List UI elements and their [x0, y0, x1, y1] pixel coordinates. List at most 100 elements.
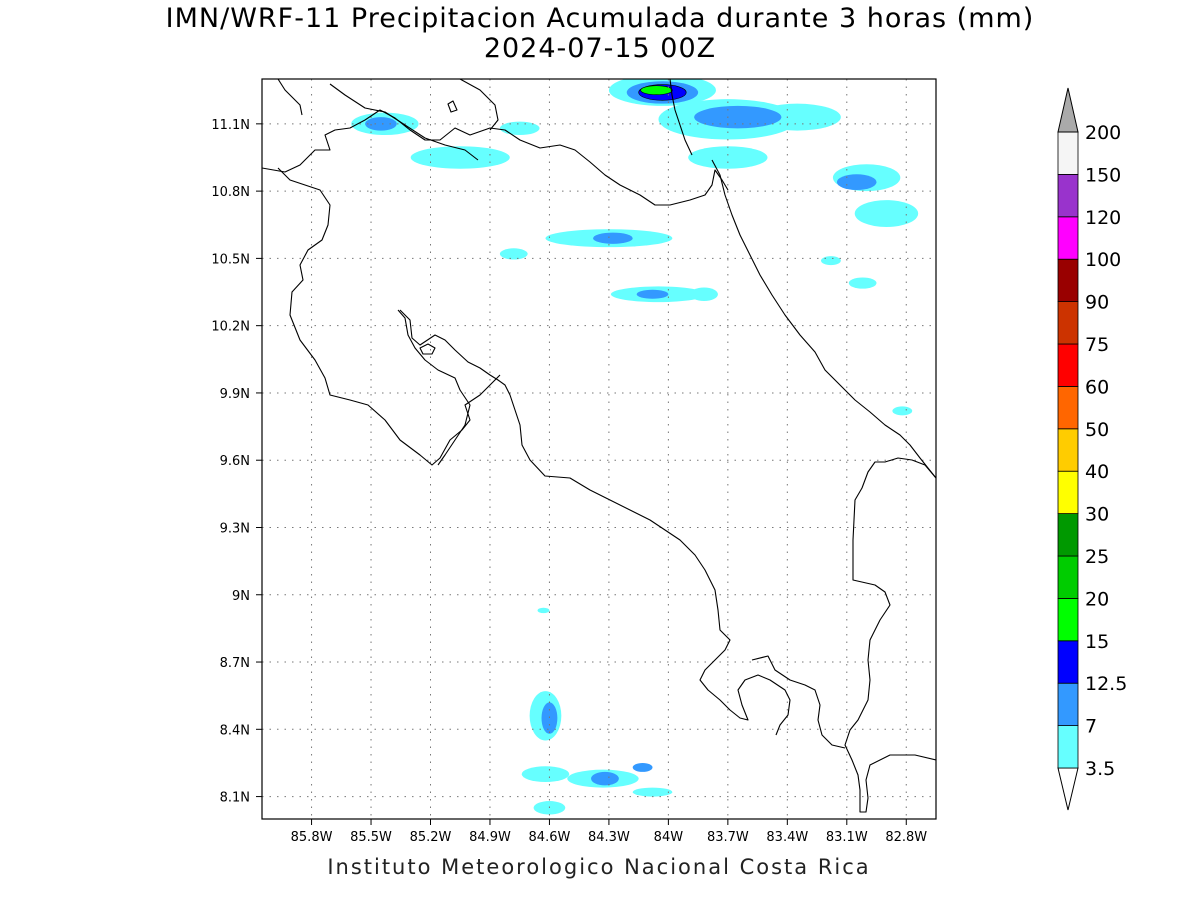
colorbar-swatch: [1057, 173, 1079, 218]
precip-cell-level-1: [690, 287, 718, 302]
coastline: [262, 79, 936, 813]
precip-cell-level-1: [688, 146, 768, 169]
colorbar-swatch: [1057, 598, 1079, 642]
colorbar-swatch: [1057, 682, 1079, 727]
map-subtitle: 2024-07-15 00Z: [483, 33, 717, 64]
lon-tick-label: 83.4W: [766, 830, 808, 845]
precip-cell-level-1: [410, 146, 510, 169]
precip-cell-level-2: [636, 289, 669, 299]
lat-tick-label: 10.8N: [211, 185, 250, 200]
lon-tick-label: 85.8W: [291, 830, 333, 845]
lon-tick-label: 83.7W: [707, 830, 749, 845]
colorbar-swatch: [1057, 428, 1079, 472]
colorbar-label: 40: [1085, 461, 1109, 483]
colorbar-label: 120: [1085, 207, 1121, 229]
colorbar-label: 30: [1085, 504, 1109, 526]
pacific-coast-north: [277, 167, 501, 466]
colorbar-label: 20: [1085, 588, 1109, 610]
colorbar-swatch: [1057, 513, 1079, 557]
precip-cell-level-2: [694, 105, 782, 129]
chira-island: [419, 343, 436, 355]
precip-cell-level-1: [854, 200, 919, 227]
nicoya-gulf-shore: [399, 309, 791, 736]
colorbar-label: 200: [1085, 122, 1121, 144]
precipitation-layer: [351, 79, 919, 815]
colorbar: 3.5 7 12.5 15 20 25 30 40 50 60 75 90 100 120 150 200: [1057, 87, 1127, 811]
panama-border: [844, 457, 936, 813]
lon-tick-label: 84.9W: [469, 830, 511, 845]
precip-cell-level-1: [848, 277, 877, 289]
colorbar-label: 12.5: [1085, 673, 1127, 695]
precip-cell-level-1: [821, 256, 841, 266]
precip-cell-level-1: [753, 103, 841, 131]
colorbar-label: 7: [1085, 716, 1097, 738]
lat-tick-label: 9.9N: [220, 387, 250, 402]
lon-tick-label: 82.8W: [885, 830, 927, 845]
precip-cell-level-2: [541, 702, 558, 734]
lon-tick-label: 85.2W: [410, 830, 452, 845]
colorbar-label: 25: [1085, 546, 1109, 568]
lat-tick-label: 8.4N: [220, 723, 250, 738]
colorbar-swatch: [1057, 640, 1079, 684]
colorbar-swatch: [1057, 470, 1079, 515]
lake-shore: [329, 83, 479, 161]
border-east: [669, 79, 693, 156]
lat-tick-label: 8.1N: [220, 791, 250, 806]
colorbar-swatch: [1057, 258, 1079, 303]
caribbean-coast: [711, 159, 936, 479]
colorbar-label: 3.5: [1085, 758, 1115, 780]
precip-cell-level-2: [632, 762, 653, 772]
precip-cell-level-4: [640, 85, 673, 95]
precip-cell-level-1: [892, 406, 913, 416]
colorbar-label: 60: [1085, 376, 1109, 398]
graticule: [262, 79, 936, 819]
credit-line: Instituto Meteorologico Nacional Costa R…: [327, 855, 871, 879]
colorbar-label: 150: [1085, 164, 1121, 186]
lon-tick-label: 84.6W: [529, 830, 571, 845]
lon-tick-label: 83.1W: [826, 830, 868, 845]
golfito-shore: [751, 655, 846, 749]
lat-tick-label: 9.6N: [220, 454, 250, 469]
lat-tick-label: 9.3N: [220, 521, 250, 536]
lon-tick-label: 84W: [654, 830, 684, 845]
precip-cell-level-2: [593, 232, 633, 244]
precip-cell-level-1: [521, 766, 570, 782]
colorbar-swatch: [1057, 555, 1079, 599]
precip-cell-level-1: [537, 607, 550, 614]
map-frame: [261, 78, 937, 820]
colorbar-swatch: [1057, 131, 1079, 175]
precip-cell-level-1: [499, 248, 528, 260]
lon-tick-label: 85.5W: [350, 830, 392, 845]
colorbar-label: 50: [1085, 419, 1109, 441]
colorbar-label: 90: [1085, 292, 1109, 314]
lat-tick-label: 9N: [232, 589, 250, 604]
lat-tick-label: 8.7N: [220, 656, 250, 671]
colorbar-swatch: [1057, 343, 1079, 387]
precip-cell-level-2: [836, 174, 877, 191]
colorbar-swatch: [1057, 301, 1079, 345]
axis-ticks: 85.8W 85.5W 85.2W 84.9W 84.6W 84.3W 84W 83.7W 83…: [211, 118, 927, 845]
colorbar-low-triangle: [1057, 767, 1079, 811]
island: [447, 100, 458, 113]
colorbar-label: 100: [1085, 249, 1121, 271]
lake-nicaragua-edge: [459, 79, 499, 131]
nicoya-peninsula: [397, 309, 471, 466]
colorbar-swatch: [1057, 385, 1079, 430]
precip-cell-level-1: [632, 787, 673, 797]
colorbar-label: 75: [1085, 334, 1109, 356]
lat-tick-label: 10.5N: [211, 252, 250, 267]
precip-cell-level-1: [499, 121, 540, 136]
colorbar-swatch: [1057, 725, 1079, 769]
lon-tick-label: 84.3W: [588, 830, 630, 845]
lat-tick-label: 11.1N: [211, 118, 250, 133]
precip-cell-level-2: [365, 117, 397, 131]
colorbar-swatch: [1057, 216, 1079, 260]
colorbar-label: 15: [1085, 631, 1109, 653]
nicaragua-border-line: [262, 109, 729, 206]
precip-cell-level-2: [591, 771, 619, 786]
nicaragua-coast: [277, 79, 303, 116]
colorbar-high-triangle: [1057, 87, 1079, 133]
map-title: IMN/WRF-11 Precipitacion Acumulada duran…: [165, 3, 1035, 34]
lat-tick-label: 10.2N: [211, 320, 250, 335]
